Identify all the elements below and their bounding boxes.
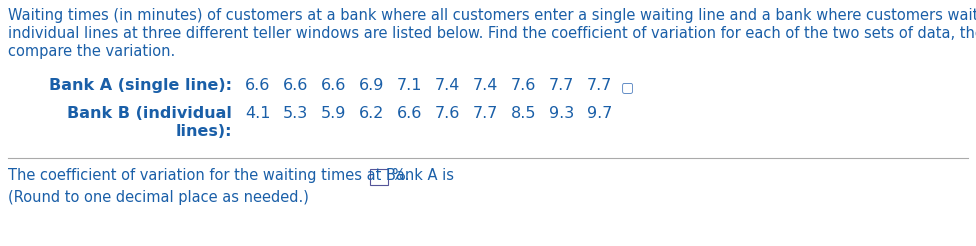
Text: 7.7: 7.7 (587, 78, 612, 93)
Text: 7.6: 7.6 (511, 78, 537, 93)
Text: 6.2: 6.2 (359, 106, 385, 121)
Text: The coefficient of variation for the waiting times at Bank A is: The coefficient of variation for the wai… (8, 168, 454, 183)
Text: Bank B (individual: Bank B (individual (67, 106, 232, 121)
Text: 6.6: 6.6 (321, 78, 346, 93)
Text: 7.6: 7.6 (435, 106, 461, 121)
Text: 8.5: 8.5 (511, 106, 537, 121)
Text: 7.1: 7.1 (397, 78, 423, 93)
Text: ▢: ▢ (621, 80, 634, 94)
Text: 5.3: 5.3 (283, 106, 308, 121)
Text: 6.6: 6.6 (397, 106, 423, 121)
Text: %.: %. (391, 168, 410, 183)
Text: 6.6: 6.6 (245, 78, 270, 93)
Text: individual lines at three different teller windows are listed below. Find the co: individual lines at three different tell… (8, 26, 976, 41)
Text: 7.7: 7.7 (549, 78, 574, 93)
Text: lines):: lines): (176, 124, 232, 139)
Text: 5.9: 5.9 (321, 106, 346, 121)
Text: compare the variation.: compare the variation. (8, 44, 176, 59)
Text: Bank A (single line):: Bank A (single line): (49, 78, 232, 93)
Text: 6.9: 6.9 (359, 78, 385, 93)
Text: 7.4: 7.4 (473, 78, 499, 93)
Text: 7.4: 7.4 (435, 78, 461, 93)
Text: 9.3: 9.3 (549, 106, 574, 121)
Text: 4.1: 4.1 (245, 106, 270, 121)
Text: Waiting times (in minutes) of customers at a bank where all customers enter a si: Waiting times (in minutes) of customers … (8, 8, 976, 23)
Text: (Round to one decimal place as needed.): (Round to one decimal place as needed.) (8, 190, 308, 205)
Text: 7.7: 7.7 (473, 106, 499, 121)
FancyBboxPatch shape (370, 169, 388, 185)
Text: 6.6: 6.6 (283, 78, 308, 93)
Text: 9.7: 9.7 (587, 106, 612, 121)
